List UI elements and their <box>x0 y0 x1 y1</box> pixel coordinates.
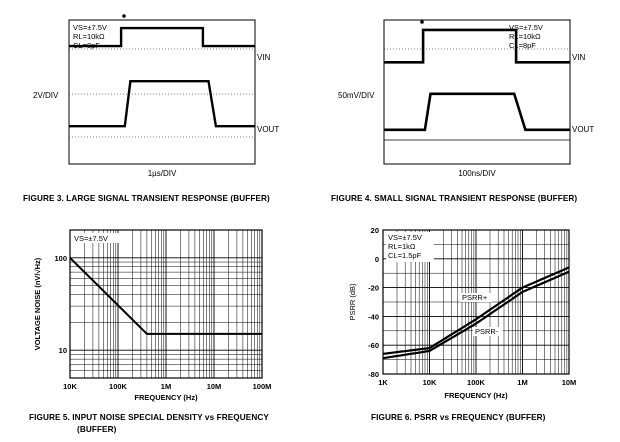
x-division-label: 100ns/DIV <box>458 169 496 178</box>
cond-line-2: RL=10kΩ <box>509 32 541 41</box>
y-axis-label: VOLTAGE NOISE (nV/√Hz) <box>33 257 42 350</box>
label-bg <box>473 327 503 336</box>
plot-area <box>68 19 256 165</box>
x-tick-labels: 10K 100K 1M 10M 100M <box>63 382 271 391</box>
y-tick-label: -60 <box>368 341 379 350</box>
figure-5-caption: FIGURE 5. INPUT NOISE SPECIAL DENSITY vs… <box>29 413 269 422</box>
x-tick-label: 100M <box>253 382 272 391</box>
grid <box>69 229 262 379</box>
figure-3-caption: FIGURE 3. LARGE SIGNAL TRANSIENT RESPONS… <box>23 194 270 203</box>
plot-area <box>382 229 570 375</box>
vout-trace <box>384 92 570 132</box>
y-tick-label: 20 <box>371 226 379 235</box>
cond-line-2: RL=1kΩ <box>388 242 416 251</box>
noise-curve <box>69 257 262 335</box>
vout-label: VOUT <box>572 125 594 134</box>
y-tick-labels: 100 10 <box>54 254 67 355</box>
x-tick-label: 1M <box>161 382 171 391</box>
figure-6: 1K 10K 100K 1M 10M 20 0 -20 -40 -60 -80 VS=±7.5V … <box>310 218 620 442</box>
vin-label: VIN <box>257 53 271 62</box>
scope-plot-3: VS=±7.5V RL=10kΩ CL=8pF VIN VOUT 2V/DIV … <box>33 14 279 178</box>
figure-4-caption: FIGURE 4. SMALL SIGNAL TRANSIENT RESPONS… <box>331 194 578 203</box>
cond-line-1: VS=±7.5V <box>73 23 107 32</box>
grid <box>382 229 569 375</box>
y-division-label: 50mV/DIV <box>338 91 375 100</box>
y-tick-label: 10 <box>59 346 67 355</box>
x-tick-label: 10M <box>207 382 222 391</box>
cond-line-3: CL=1.5pF <box>388 251 422 260</box>
x-axis-label: FREQUENCY (Hz) <box>134 393 198 402</box>
cond-line-2: RL=10kΩ <box>73 32 105 41</box>
figure-4: VS=±7.5V RL=10kΩ CL=8pF VIN VOUT 50mV/DI… <box>310 0 620 210</box>
y-tick-label: -20 <box>368 284 379 293</box>
trigger-marker <box>122 14 126 18</box>
x-tick-label: 100K <box>467 378 486 387</box>
figure-5-caption-2: (BUFFER) <box>77 425 117 434</box>
cond-line-1: VS=±7.5V <box>509 23 543 32</box>
plot-area <box>69 229 263 379</box>
y-axis-label: PSRR (dB) <box>348 283 357 321</box>
plot-area <box>383 19 571 165</box>
cond-box <box>73 233 119 243</box>
x-tick-labels: 1K 10K 100K 1M 10M <box>378 378 576 387</box>
y-division-label: 2V/DIV <box>33 91 59 100</box>
label-bg <box>460 293 492 302</box>
cond-line-3: CL=8pF <box>509 41 536 50</box>
cond-box <box>386 232 434 262</box>
x-tick-label: 100K <box>109 382 128 391</box>
series-label-psrr-plus: PSRR+ <box>462 293 488 302</box>
y-tick-label: 0 <box>375 255 379 264</box>
vin-trace <box>69 26 255 48</box>
figure-5: 10K 100K 1M 10M 100M 100 10 VS=±7.5V FREQUENC… <box>0 218 310 442</box>
figure-6-caption: FIGURE 6. PSRR vs FREQUENCY (BUFFER) <box>371 413 546 422</box>
scope-plot-4: VS=±7.5V RL=10kΩ CL=8pF VIN VOUT 50mV/DI… <box>338 19 594 178</box>
y-tick-labels: 20 0 -20 -40 -60 -80 <box>368 226 379 379</box>
noise-chart: 10K 100K 1M 10M 100M 100 10 VS=±7.5V FREQUENC… <box>33 229 271 402</box>
series-label-psrr-minus: PSRR- <box>475 327 499 336</box>
x-tick-label: 1K <box>378 378 388 387</box>
trigger-marker <box>420 20 424 24</box>
x-tick-label: 1M <box>517 378 527 387</box>
x-tick-label: 10K <box>423 378 437 387</box>
x-axis-label: FREQUENCY (Hz) <box>444 391 508 400</box>
x-tick-label: 10M <box>562 378 577 387</box>
vin-trace <box>384 28 570 64</box>
vout-label: VOUT <box>257 125 279 134</box>
psrr-plus-curve <box>382 266 570 355</box>
cond-line-1: VS=±7.5V <box>74 234 108 243</box>
psrr-chart: 1K 10K 100K 1M 10M 200-20-40-60-80 VS=±7.5V … <box>348 226 576 400</box>
reference-lines <box>69 48 255 138</box>
vin-label: VIN <box>572 53 586 62</box>
psrr-minus-curve <box>382 270 570 360</box>
figure-3: VS=±7.5V RL=10kΩ CL=8pF VIN VOUT 2V/DIV … <box>0 0 310 210</box>
x-tick-label: 10K <box>63 382 77 391</box>
x-division-label: 1µs/DIV <box>148 169 177 178</box>
cond-line-1: VS=±7.5V <box>388 233 422 242</box>
y-tick-label: -80 <box>368 370 379 379</box>
y-tick-label: -40 <box>368 312 379 321</box>
vout-trace <box>69 79 255 128</box>
cond-line-3: CL=8pF <box>73 41 100 50</box>
y-tick-label: 100 <box>54 254 67 263</box>
